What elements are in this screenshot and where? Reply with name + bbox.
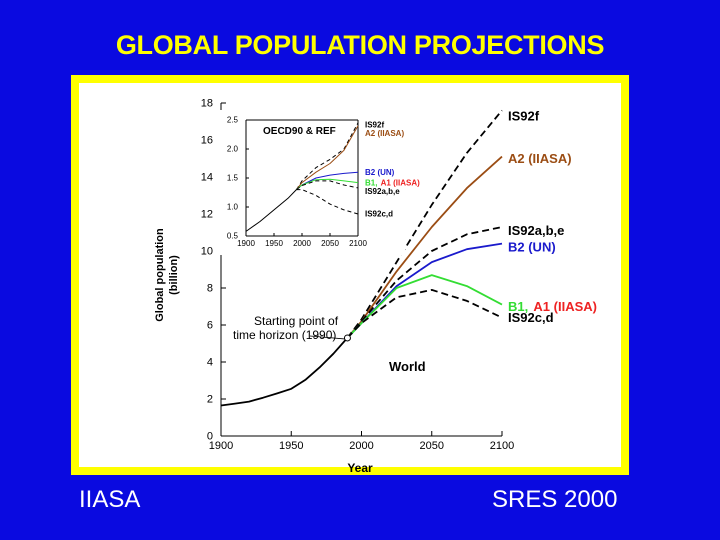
main-series-line-6 [346,289,503,339]
inset-series-line-5 [296,180,359,191]
main-series-line-0 [220,337,349,407]
inset-x-tick-label: 2050 [321,239,339,248]
main-x-tick-label: 2100 [490,440,514,452]
main-y-tick-label: 2 [207,394,213,406]
inset-series-line-6 [296,189,359,215]
inset-x-tick-label: 1950 [265,239,283,248]
start-point-annotation-line2: time horizon (1990) [233,328,336,342]
main-ylabel-line1: Global population (billion) [154,228,180,322]
main-x-tick-label: 2000 [349,440,373,452]
main-series-line-2 [346,155,503,339]
inset-series-label-2: B2 (UN) [365,168,395,177]
start-point-marker [343,334,351,342]
start-point-leader [309,335,345,340]
main-series-label-4: B1, A1 (IIASA) [508,299,597,314]
main-xlabel: Year [347,461,373,475]
inset-series-label-1: A2 (IIASA) [365,129,404,138]
main-chart: Global population (billion) Year World St… [154,98,597,475]
inset-y-tick-label: 2.5 [227,116,239,125]
inset-title: OECD90 & REF [263,126,336,137]
main-x-tick-label: 1900 [209,440,233,452]
inset-series-label-5: IS92c,d [365,210,393,219]
main-series-label-3: B2 (UN) [508,240,556,255]
inset-chart: OECD90 & REF 1900 1950 2000 2050 2100 0.5 1.0 1.… [215,110,420,255]
main-y-tick-label: 14 [201,172,213,184]
inset-series-line-2 [296,125,359,190]
inset-series-label-3: B1, A1 (IIASA) [365,178,420,187]
main-x-tick-label: 2050 [420,440,444,452]
main-y-tick-label: 6 [207,320,213,332]
inset-y-tick-label: 1.5 [227,174,239,183]
inset-y-tick-label: 1.0 [227,203,239,212]
main-y-tick-label: 4 [207,357,213,369]
main-y-tick-label: 10 [201,246,213,258]
main-y-tick-label: 18 [201,98,213,110]
slide-title: GLOBAL POPULATION PROJECTIONS [115,30,605,60]
inset-y-tick-label: 2.0 [227,145,239,154]
start-point-annotation-line1: Starting point of [254,314,339,328]
main-series-line-3 [346,226,503,339]
main-y-tick-label: 12 [201,209,213,221]
inset-series-line-1 [295,122,359,190]
main-series-label-0: IS92f [508,108,540,123]
main-series-label-5: IS92c,d [508,310,554,325]
footer-left: IIASA [79,486,141,513]
inset-y-tick-label: 0.5 [227,232,239,241]
main-series-label-2: IS92a,b,e [508,223,564,238]
footer-right: SRES 2000 [492,486,618,513]
main-y-tick-label: 0 [207,431,213,443]
inset-x-tick-label: 2000 [293,239,311,248]
inset-x-tick-label: 2100 [349,239,367,248]
inset-series-line-0 [245,189,297,232]
main-series-line-1 [346,109,503,339]
inset-series-line-4 [296,178,359,190]
main-y-tick-label: 16 [201,135,213,147]
inset-series-label-0: IS92f [365,120,384,129]
inset-x-tick-label: 1900 [237,239,255,248]
world-annotation: World [389,359,426,374]
inset-series-label-4: IS92a,b,e [365,187,400,196]
main-x-tick-label: 1950 [279,440,303,452]
main-y-tick-label: 8 [207,283,213,295]
main-series-label-1: A2 (IIASA) [508,151,572,166]
